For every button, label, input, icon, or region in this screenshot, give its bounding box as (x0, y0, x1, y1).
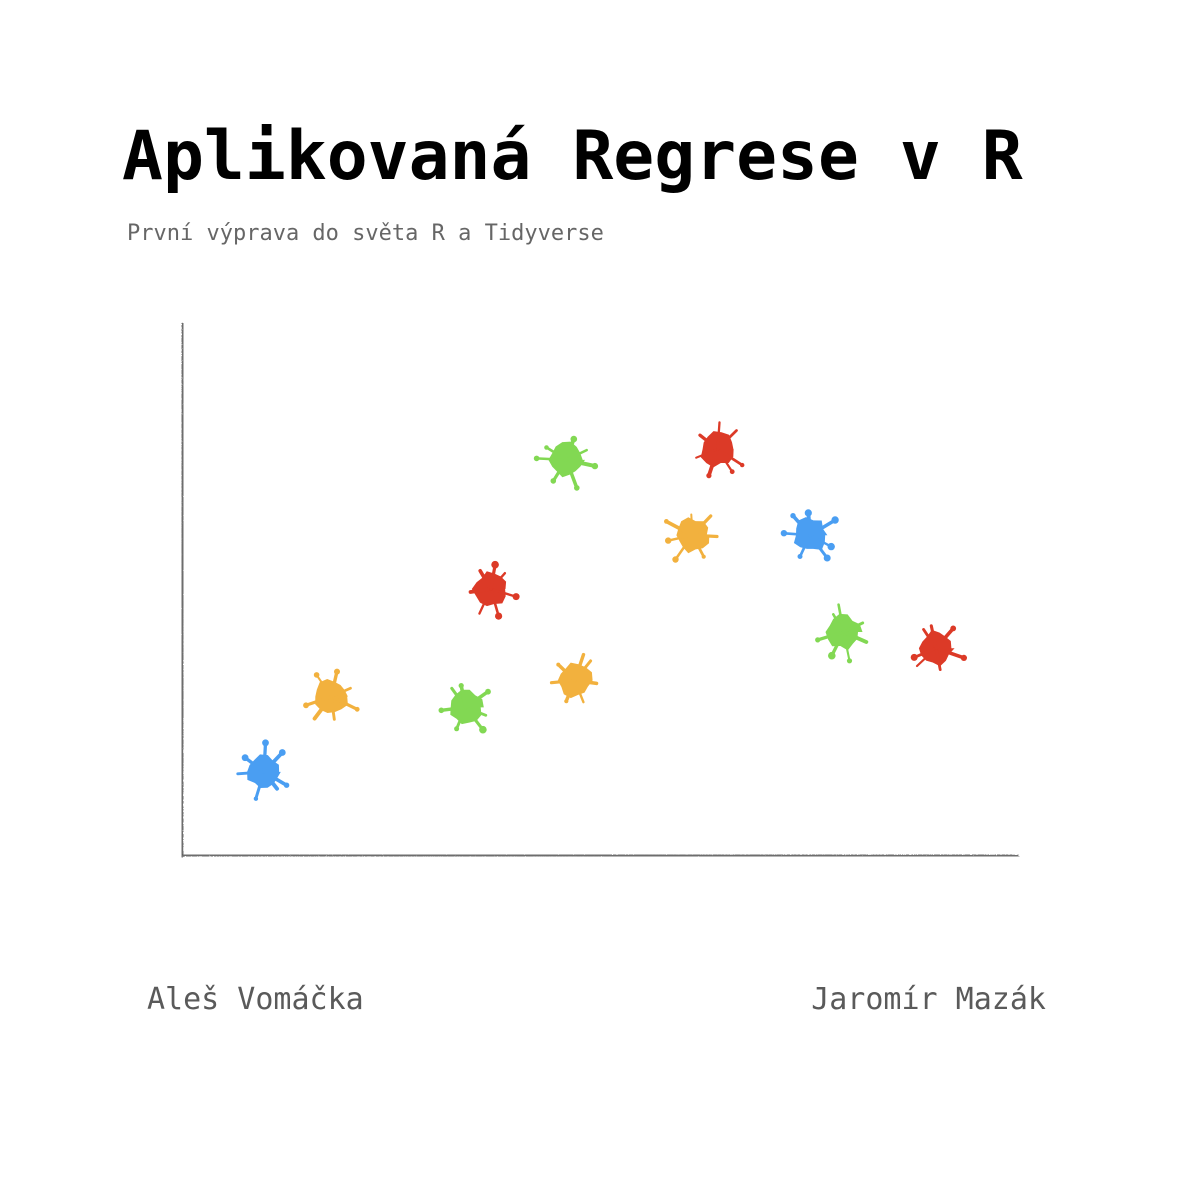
book-subtitle: První výprava do světa R a Tidyverse (127, 221, 604, 246)
book-title: Aplikovaná Regrese v R (122, 117, 1023, 196)
author-name-1: Aleš Vomáčka (147, 982, 364, 1017)
data-point-blue-splat (780, 509, 839, 562)
data-point-orange-splat (664, 513, 719, 563)
data-point-orange-splat (303, 668, 360, 721)
data-point-orange-splat (549, 652, 599, 704)
data-point-green-splat (533, 435, 599, 491)
data-point-green-splat (438, 683, 491, 734)
data-point-green-splat (815, 603, 869, 664)
data-point-red-splat (910, 624, 968, 671)
y-axis-line-texture (180, 322, 185, 858)
x-axis-line-texture (182, 853, 1019, 858)
chart-marks (236, 421, 968, 801)
data-point-red-splat (695, 421, 745, 479)
data-point-red-splat (468, 560, 520, 620)
chart-axes (176, 316, 1024, 862)
author-name-2: Jaromír Mazák (811, 982, 1046, 1017)
data-point-blue-splat (236, 739, 290, 801)
